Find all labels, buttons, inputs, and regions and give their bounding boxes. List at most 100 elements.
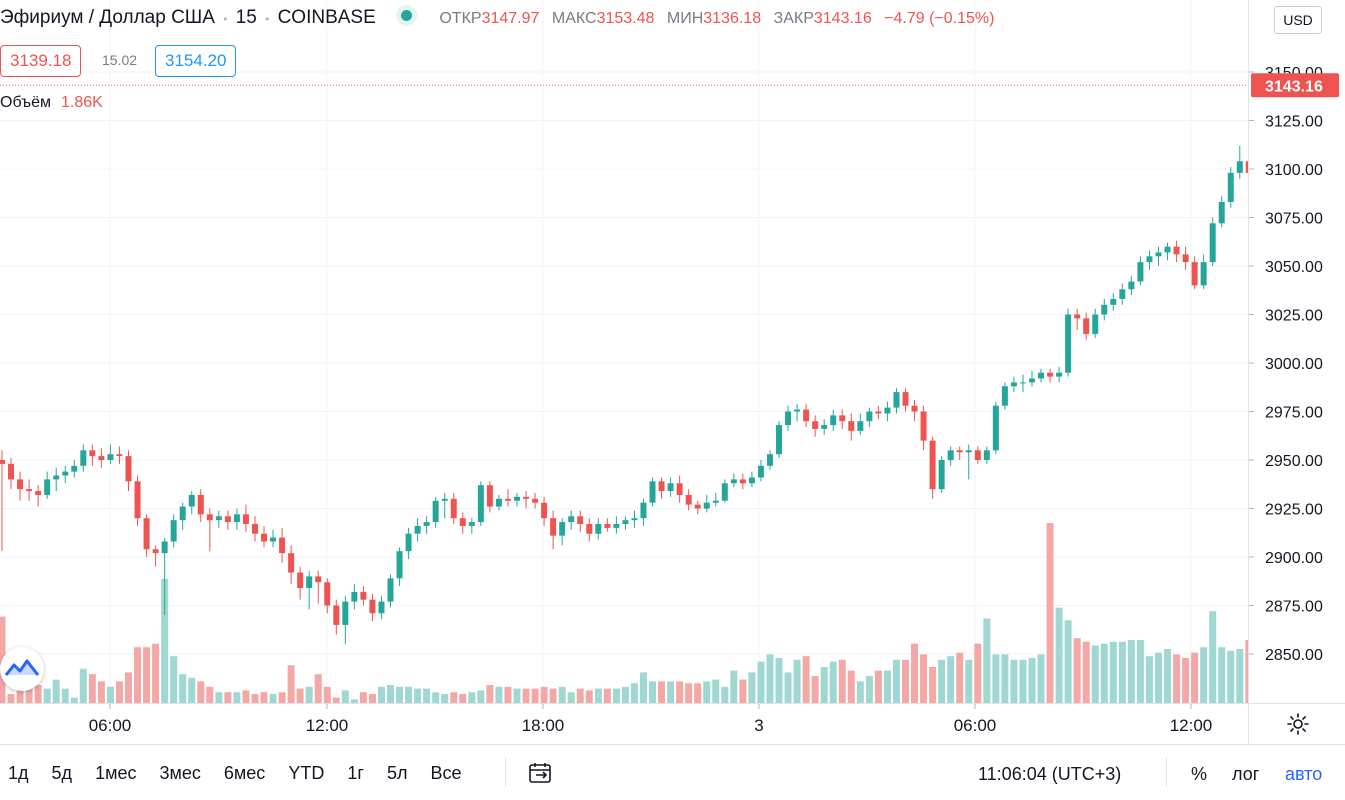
percent-toggle[interactable]: % [1191,764,1208,784]
volume-bar [359,692,367,703]
volume-bar [1064,620,1072,703]
candle-body [233,514,240,523]
candle-body [884,407,891,414]
symbol-name[interactable]: Эфириум / Доллар США [0,7,215,28]
candle-body [26,489,33,492]
chart-pane[interactable]: Эфириум / Доллар США • 15 • COINBASE ОТК… [0,0,1325,703]
candle-body [215,516,222,521]
volume-bar [856,681,864,703]
candle-body [1146,256,1153,263]
volume-bar [820,667,828,703]
volume-bar [1236,649,1244,703]
volume-bar [1109,641,1117,703]
candle-body [432,500,439,523]
currency-button[interactable]: USD [1274,6,1322,34]
candle-body [631,518,638,521]
period-1d[interactable]: 1д [8,763,29,783]
candle-body [983,450,990,460]
candle-body [1218,201,1225,224]
candle-body [992,405,999,451]
volume-value: 1.86K [60,94,103,111]
volume-bar [920,654,928,703]
candle-body [98,456,105,460]
volume-bar [513,688,521,703]
bottom-toolbar: 1д 5д 1мес 3мес 6мес YTD 1г 5л Все 11:06… [0,744,1345,800]
candle-body [414,525,421,534]
volume-bar [1145,656,1153,703]
period-5y[interactable]: 5л [386,763,408,783]
volume-bar [992,654,1000,703]
candlestick-chart[interactable] [0,0,1325,703]
candle-body [17,479,24,490]
volume-bar [341,690,349,703]
volume-bar [495,686,503,703]
buy-price-button[interactable]: 3154.20 [155,45,237,77]
candle-body [179,506,186,521]
candle-body [586,524,593,534]
settings-gear-icon[interactable] [1286,712,1310,736]
volume-bar [1091,645,1099,703]
volume-bar [603,688,611,703]
tradingview-logo-icon[interactable] [0,647,44,691]
candle-body [405,533,412,552]
candle-body [261,533,268,542]
volume-bar [929,667,937,703]
candle-body [71,465,78,472]
candle-body [1110,298,1117,305]
candle-body [1128,281,1135,290]
market-open-icon [401,10,413,22]
clock-timezone[interactable]: 11:06:04 (UTC+3) [978,764,1122,784]
volume-bar [251,694,259,703]
volume-bar [667,681,675,703]
sell-price-button[interactable]: 3139.18 [0,45,82,77]
volume-bar [947,656,955,703]
candle-body [80,450,87,466]
candle-body [35,491,42,495]
volume-bar [468,692,476,703]
candle-body [1101,304,1108,315]
period-1y[interactable]: 1г [347,763,364,783]
time-axis[interactable]: 06:00 12:00 18:00 3 06:00 12:00 [0,703,1248,744]
candle-body [550,518,557,536]
price-axis[interactable]: 2850.00 2875.00 2900.00 2925.00 2950.00 2975.… [1248,0,1345,703]
candle-body [396,551,403,579]
volume-bar [775,658,783,703]
candle-body [134,481,141,519]
volume-bar [1136,640,1144,703]
candle-body [279,537,286,554]
log-toggle[interactable]: лог [1232,764,1260,784]
interval[interactable]: 15 [235,7,257,28]
candle-body [459,518,466,526]
volume-bar [829,661,837,703]
volume-bar [576,688,584,703]
candle-body [251,524,258,534]
candle-body [197,494,204,515]
period-3m[interactable]: 3мес [159,763,201,783]
candle-body [1083,318,1090,334]
time-tick-label: 3 [754,716,763,735]
volume-bar [106,686,114,703]
volume-bar [531,688,539,703]
volume-bar [97,681,105,703]
volume-bar [1227,650,1235,703]
volume-bar [1019,659,1027,703]
period-ytd[interactable]: YTD [288,763,325,783]
candle-body [658,481,665,492]
auto-toggle[interactable]: авто [1285,764,1323,784]
date-range-icon[interactable] [528,761,554,785]
price-tick-label: 3000.00 [1265,356,1323,373]
candle-body [495,498,502,507]
period-5d[interactable]: 5д [51,763,73,783]
volume-bar [1218,647,1226,703]
legend-separator: • [265,12,270,26]
candle-body [866,411,873,422]
volume-bar [287,665,295,703]
candle-body [53,475,60,480]
candle-body [288,553,295,573]
symbol-legend: Эфириум / Доллар США • 15 • COINBASE ОТК… [0,7,1002,29]
period-6m[interactable]: 6мес [223,763,266,783]
volume-bar [1173,654,1181,703]
volume-bar [974,643,982,703]
period-1m[interactable]: 1мес [95,763,137,783]
period-all[interactable]: Все [430,763,462,783]
